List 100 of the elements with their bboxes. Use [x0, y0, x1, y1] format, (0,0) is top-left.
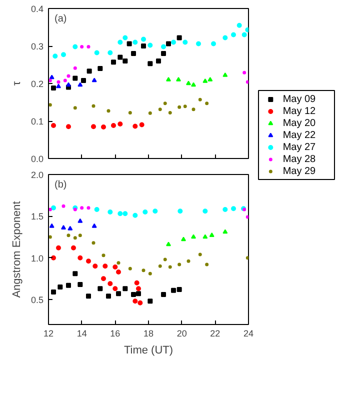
point	[73, 208, 77, 212]
point	[171, 288, 176, 293]
point	[116, 270, 121, 274]
point	[92, 223, 97, 228]
y-tick-label: 0.4	[30, 4, 44, 14]
point	[148, 61, 153, 66]
point	[86, 294, 91, 299]
point	[166, 242, 171, 246]
point	[176, 287, 182, 292]
point	[246, 256, 248, 260]
point	[141, 44, 146, 48]
point	[132, 40, 138, 45]
point	[126, 41, 132, 46]
point	[222, 229, 228, 234]
y-tick-label: 2.0	[30, 170, 44, 180]
point	[62, 204, 66, 208]
point	[63, 78, 67, 82]
point	[81, 78, 86, 83]
point	[66, 74, 70, 78]
y-axis-title: τ	[10, 80, 23, 86]
point	[205, 102, 209, 106]
point	[171, 40, 176, 45]
point	[118, 54, 123, 60]
point	[148, 111, 152, 115]
y-tick-label: 0.3	[30, 42, 44, 52]
point	[71, 245, 76, 250]
point	[148, 298, 153, 304]
x-tick-label: 24	[243, 328, 254, 338]
annotation: (a)	[54, 14, 67, 24]
point	[73, 66, 77, 70]
point	[181, 236, 186, 242]
point	[205, 262, 209, 266]
point	[51, 255, 56, 260]
point	[152, 208, 158, 214]
point	[56, 245, 61, 250]
point	[78, 255, 83, 260]
point	[139, 122, 144, 128]
point	[148, 272, 152, 276]
point	[86, 45, 90, 48]
point	[92, 104, 96, 108]
point	[66, 282, 71, 288]
point	[112, 264, 118, 270]
point	[49, 74, 54, 80]
point	[73, 236, 77, 240]
y-tick-label: 1.5	[30, 212, 44, 222]
point	[106, 294, 111, 299]
point	[222, 35, 228, 40]
point	[186, 259, 190, 263]
point	[122, 286, 128, 292]
point	[178, 208, 183, 214]
point	[94, 207, 100, 212]
x-axis-title: Time (UT)	[124, 344, 174, 356]
point	[118, 122, 123, 126]
point	[92, 78, 97, 82]
point	[163, 102, 167, 106]
point	[72, 271, 78, 276]
point	[161, 51, 166, 56]
point	[78, 282, 83, 287]
point	[86, 258, 91, 264]
point	[128, 266, 132, 270]
point	[116, 291, 121, 296]
point	[80, 206, 84, 210]
point	[51, 290, 56, 294]
point	[73, 106, 77, 110]
point	[178, 105, 182, 109]
legend-label: May 12	[282, 106, 316, 117]
point	[118, 40, 123, 45]
point	[183, 104, 187, 108]
point	[202, 208, 208, 214]
x-tick-label: 18	[143, 328, 154, 338]
point	[116, 261, 120, 265]
point	[78, 218, 83, 223]
point	[161, 292, 166, 297]
point	[101, 276, 106, 282]
point	[222, 72, 228, 77]
point	[209, 232, 214, 237]
point	[72, 44, 78, 50]
point	[61, 225, 66, 230]
point	[182, 40, 188, 45]
point	[192, 108, 196, 112]
point	[51, 205, 56, 210]
point	[176, 35, 182, 40]
point	[106, 109, 110, 113]
legend-label: May 28	[282, 154, 316, 165]
x-tick-label: 16	[110, 328, 120, 338]
point	[242, 32, 247, 38]
point	[161, 44, 166, 50]
point	[111, 123, 116, 128]
point	[78, 234, 82, 238]
point	[56, 84, 61, 88]
point	[51, 123, 56, 128]
point	[108, 50, 113, 56]
point	[101, 124, 106, 130]
legend-label: May 20	[282, 118, 316, 129]
point	[198, 98, 202, 102]
point	[66, 234, 70, 238]
annotation: (b)	[54, 180, 67, 190]
point	[222, 207, 228, 212]
point	[158, 264, 162, 268]
y-tick-label: 0.2	[30, 79, 44, 89]
